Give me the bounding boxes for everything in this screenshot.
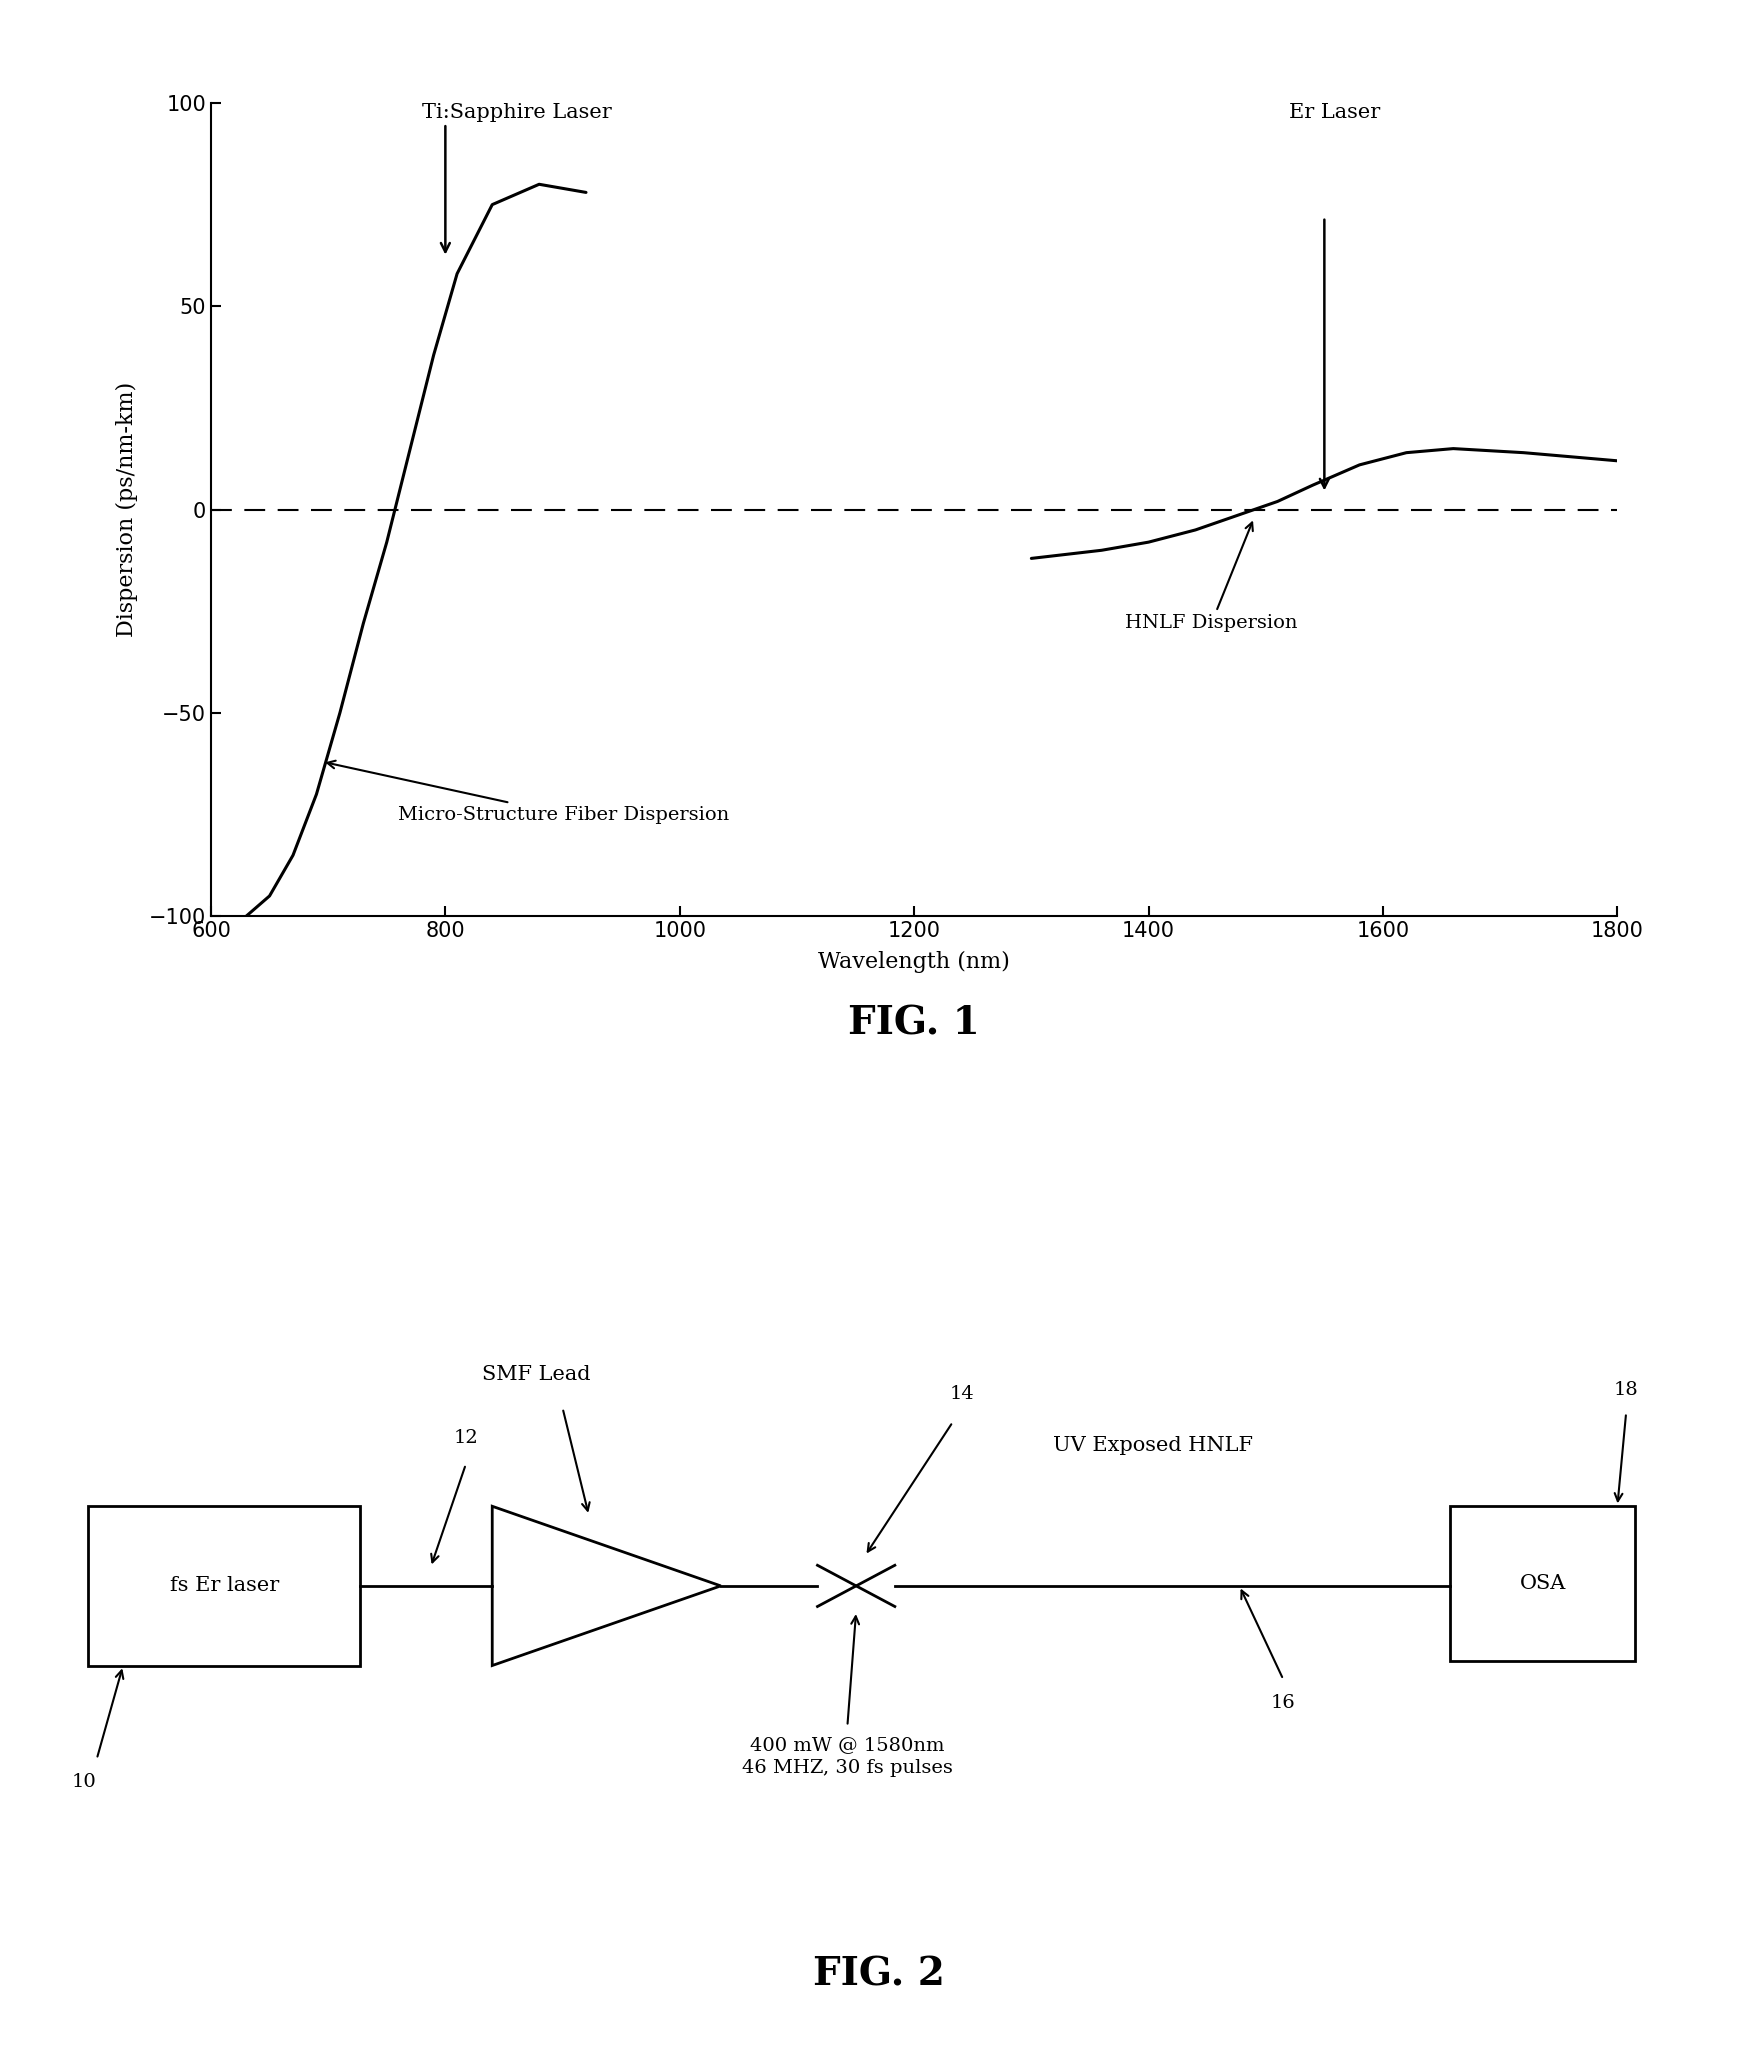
Text: Er Laser: Er Laser [1288,103,1379,121]
Text: OSA: OSA [1518,1573,1565,1594]
Text: UV Exposed HNLF: UV Exposed HNLF [1052,1435,1253,1456]
Text: 18: 18 [1613,1380,1638,1398]
Text: Ti:Sapphire Laser: Ti:Sapphire Laser [422,103,611,121]
Text: 14: 14 [949,1386,973,1404]
Text: 10: 10 [72,1773,97,1791]
FancyBboxPatch shape [1450,1507,1634,1662]
Text: FIG. 2: FIG. 2 [812,1956,945,1993]
Text: 400 mW @ 1580nm
46 MHZ, 30 fs pulses: 400 mW @ 1580nm 46 MHZ, 30 fs pulses [741,1736,952,1777]
FancyBboxPatch shape [88,1507,360,1666]
Text: FIG. 1: FIG. 1 [849,1005,979,1042]
Text: Micro-Structure Fiber Dispersion: Micro-Structure Fiber Dispersion [327,760,729,824]
Text: SMF Lead: SMF Lead [481,1365,590,1384]
Text: Wavelength (nm): Wavelength (nm) [817,951,1010,972]
Text: HNLF Dispersion: HNLF Dispersion [1124,523,1297,632]
Text: fs Er laser: fs Er laser [169,1577,279,1596]
Text: 16: 16 [1270,1695,1295,1711]
Y-axis label: Dispersion (ps/nm-km): Dispersion (ps/nm-km) [116,383,137,636]
Text: 12: 12 [453,1429,478,1447]
